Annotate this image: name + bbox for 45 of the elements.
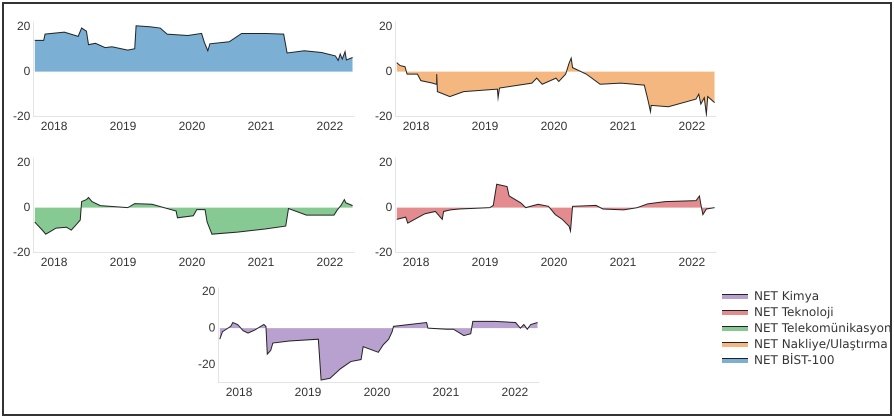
x-tick-label: 2020 [540,255,568,270]
x-tick-label: 2022 [316,119,344,134]
y-tick-label: -20 [375,244,393,259]
y-tick-label: -20 [198,356,216,371]
x-tick-label: 2022 [678,119,706,134]
y-tick-label: -20 [13,244,31,259]
y-tick-label: 20 [378,155,393,170]
x-tick-label: 2020 [364,385,391,400]
x-tick-label: 2018 [402,255,430,270]
x-tick-label: 2018 [226,385,253,400]
y-tick-label: -20 [13,108,31,123]
y-tick-label: -20 [375,108,393,123]
y-tick-label: 20 [202,284,216,298]
y-tick-label: 0 [386,64,393,78]
legend-label: NET Kimya [754,289,820,303]
x-tick-label: 2021 [248,119,275,134]
x-tick-label: 2020 [540,119,568,134]
y-tick-label: 20 [16,155,31,170]
x-tick-label: 2019 [294,385,322,400]
legend-label: NET BİST-100 [754,353,835,367]
x-tick-label: 2021 [610,255,637,270]
x-tick-label: 2018 [40,119,68,134]
x-tick-label: 2019 [110,119,137,134]
x-tick-label: 2018 [40,255,68,270]
x-tick-label: 2021 [248,255,275,270]
y-tick-label: 20 [16,19,31,34]
x-tick-label: 2020 [178,255,206,270]
x-tick-label: 2019 [472,255,499,270]
x-tick-label: 2020 [178,119,206,134]
legend-label: NET Teknoloji [754,305,834,319]
x-tick-label: 2021 [610,119,637,134]
x-tick-label: 2022 [502,385,529,400]
x-tick-label: 2019 [472,119,499,134]
x-tick-label: 2022 [316,255,344,270]
x-tick-label: 2019 [110,255,137,270]
legend-label: NET Telekomünikasyon [754,321,892,335]
x-tick-label: 2018 [402,119,430,134]
y-tick-label: 0 [24,200,31,214]
x-tick-label: 2022 [678,255,706,270]
y-tick-label: 0 [208,320,216,334]
legend-label: NET Nakliye/Ulaştırma [754,337,888,351]
y-tick-label: 0 [24,64,31,78]
y-tick-label: 0 [386,200,393,214]
x-tick-label: 2021 [432,385,460,400]
y-tick-label: 20 [378,19,393,34]
